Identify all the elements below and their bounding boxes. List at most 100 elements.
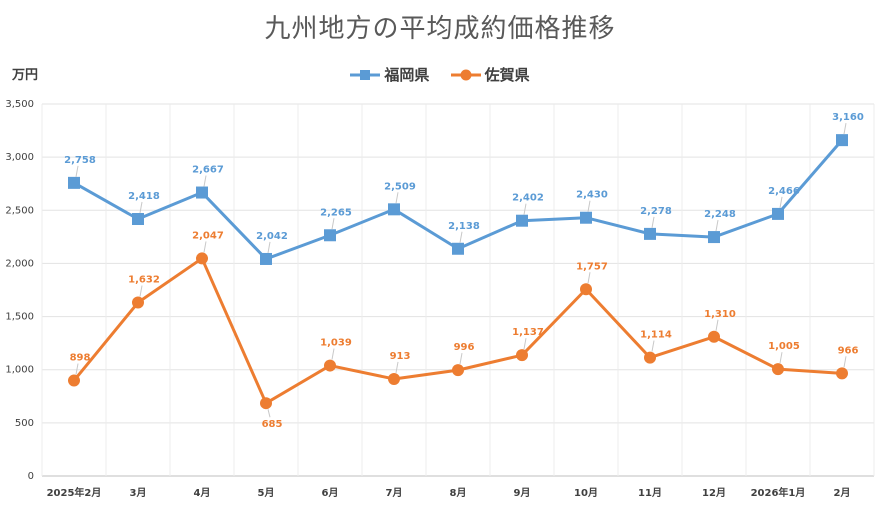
data-point-marker bbox=[324, 359, 336, 372]
data-label: 1,632 bbox=[128, 275, 160, 286]
data-label-leader bbox=[651, 216, 655, 228]
y-tick-label: 500 bbox=[15, 418, 34, 429]
data-label: 2,248 bbox=[704, 209, 736, 220]
data-label-leader bbox=[587, 272, 591, 284]
data-label-leader bbox=[75, 363, 79, 375]
data-point-marker bbox=[196, 252, 208, 265]
data-label: 2,667 bbox=[192, 165, 224, 176]
data-label: 1,137 bbox=[512, 327, 544, 338]
series-line-1 bbox=[72, 256, 843, 405]
data-point-marker bbox=[452, 364, 464, 377]
x-tick-label: 6月 bbox=[322, 487, 339, 499]
legend-entry-saga[interactable]: 佐賀県 bbox=[450, 64, 530, 85]
data-label-leader bbox=[843, 356, 847, 368]
legend-entry-fukuoka[interactable]: 福岡県 bbox=[350, 64, 429, 85]
x-tick-label: 5月 bbox=[258, 487, 275, 499]
data-label-leader bbox=[587, 200, 591, 212]
data-label: 2,047 bbox=[192, 230, 224, 241]
series-line-0 bbox=[73, 139, 844, 261]
data-label-leader bbox=[203, 175, 207, 187]
data-label-leader bbox=[331, 218, 335, 230]
data-label: 2,402 bbox=[512, 193, 544, 204]
x-tick-label: 2026年1月 bbox=[751, 486, 806, 499]
data-label-leader bbox=[523, 203, 527, 215]
x-tick-label: 12月 bbox=[702, 487, 726, 499]
data-point-marker bbox=[132, 213, 144, 226]
data-label: 913 bbox=[390, 351, 411, 362]
data-point-marker bbox=[772, 207, 784, 220]
data-point-marker bbox=[708, 330, 720, 343]
data-point-marker bbox=[772, 363, 784, 376]
data-label: 1,757 bbox=[576, 261, 608, 272]
data-point-marker bbox=[836, 367, 848, 380]
data-label-leader bbox=[523, 338, 527, 350]
data-point-marker bbox=[452, 242, 464, 255]
data-label: 898 bbox=[70, 353, 91, 364]
data-label-leader bbox=[651, 340, 655, 352]
data-label-leader bbox=[395, 192, 399, 204]
y-tick-label: 3,500 bbox=[5, 99, 34, 110]
x-tick-label: 4月 bbox=[194, 487, 211, 499]
data-point-marker bbox=[324, 229, 336, 242]
x-tick-label: 2025年2月 bbox=[47, 486, 102, 499]
data-point-marker bbox=[516, 214, 528, 227]
data-label: 2,265 bbox=[320, 207, 352, 218]
data-label: 3,160 bbox=[832, 112, 864, 123]
data-point-marker bbox=[836, 134, 848, 147]
data-point-marker bbox=[260, 397, 272, 410]
data-label: 2,042 bbox=[256, 231, 288, 242]
data-label: 2,430 bbox=[576, 190, 608, 201]
data-label-leader bbox=[779, 196, 783, 208]
data-point-marker bbox=[68, 176, 80, 189]
x-tick-label: 9月 bbox=[514, 487, 531, 499]
y-tick-label: 1,000 bbox=[5, 365, 34, 376]
data-label: 1,310 bbox=[704, 309, 736, 320]
legend: 福岡県 佐賀県 bbox=[0, 64, 880, 86]
data-point-marker bbox=[196, 186, 208, 199]
data-label-leader bbox=[331, 348, 335, 360]
data-label-leader bbox=[139, 201, 143, 214]
data-label: 966 bbox=[838, 345, 859, 356]
y-tick-label: 3,000 bbox=[5, 152, 34, 163]
data-label: 1,005 bbox=[768, 341, 800, 352]
data-label-leader bbox=[75, 165, 79, 177]
data-label-leader bbox=[459, 353, 463, 365]
data-label-leader bbox=[267, 409, 271, 418]
x-tick-label: 3月 bbox=[130, 487, 147, 499]
data-label-leader bbox=[459, 231, 463, 243]
legend-label-saga: 佐賀県 bbox=[484, 66, 530, 84]
x-tick-label: 11月 bbox=[638, 487, 662, 499]
data-point-marker bbox=[68, 374, 80, 387]
data-label: 685 bbox=[262, 419, 283, 430]
legend-label-fukuoka: 福岡県 bbox=[384, 66, 430, 84]
legend-marker-circle-icon bbox=[450, 69, 481, 80]
y-tick-label: 2,000 bbox=[5, 258, 34, 269]
data-point-marker bbox=[260, 252, 272, 265]
data-label: 2,466 bbox=[768, 186, 800, 197]
data-point-marker bbox=[708, 231, 720, 244]
data-label: 2,758 bbox=[64, 155, 96, 166]
data-label-leader bbox=[779, 352, 783, 364]
data-label: 2,278 bbox=[640, 206, 672, 217]
data-label-leader bbox=[843, 123, 847, 135]
data-label: 2,418 bbox=[128, 191, 160, 202]
data-label-leader bbox=[139, 285, 143, 297]
x-tick-label: 7月 bbox=[386, 487, 403, 499]
data-point-marker bbox=[388, 203, 400, 216]
data-label: 1,039 bbox=[320, 338, 352, 349]
data-label: 2,138 bbox=[448, 221, 480, 232]
x-tick-label: 8月 bbox=[450, 487, 467, 499]
y-tick-label: 0 bbox=[28, 471, 34, 482]
data-label: 996 bbox=[454, 342, 475, 353]
data-point-marker bbox=[516, 349, 528, 362]
y-tick-label: 1,500 bbox=[5, 312, 34, 323]
data-point-marker bbox=[388, 372, 400, 385]
y-tick-label: 2,500 bbox=[5, 205, 34, 216]
data-point-marker bbox=[644, 227, 656, 240]
data-label: 2,509 bbox=[384, 181, 416, 192]
data-label-leader bbox=[395, 361, 399, 374]
chart-title: 九州地方の平均成約価格推移 bbox=[264, 14, 616, 44]
data-point-marker bbox=[132, 296, 144, 309]
data-label-leader bbox=[267, 241, 271, 254]
